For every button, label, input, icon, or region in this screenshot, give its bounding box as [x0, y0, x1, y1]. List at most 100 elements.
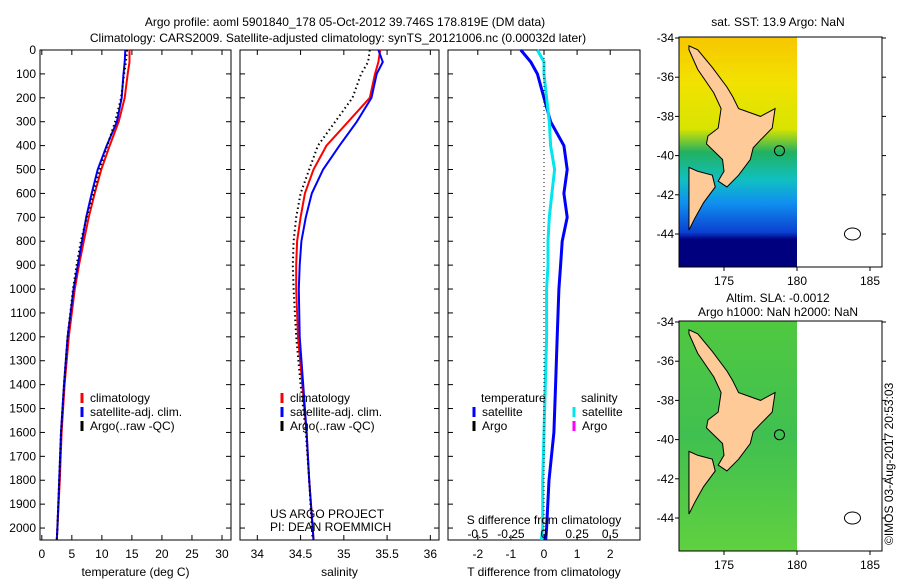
lat-tick-label: -34: [657, 31, 675, 45]
legend-entry: Argo(..raw -QC): [90, 419, 175, 433]
credit-label: ©IMOS 03-Aug-2017 20:53:03: [882, 382, 896, 545]
s-tick-label: -0.25: [497, 527, 525, 541]
lat-tick-label: -42: [657, 472, 675, 486]
series-satellite-adj-clim-: [55, 49, 127, 541]
y-tick-label: 1200: [9, 330, 36, 344]
lon-tick-label: 175: [714, 558, 734, 572]
lat-tick-label: -38: [657, 109, 675, 123]
x-tick-label: 34.5: [289, 547, 313, 561]
title-line2: Climatology: CARS2009. Satellite-adjuste…: [90, 31, 586, 45]
y-tick-label: 400: [16, 139, 36, 153]
lat-tick-label: -40: [657, 149, 675, 163]
map2-title-line1: Altim. SLA: -0.0012: [726, 291, 830, 305]
x-tick-label: 1: [574, 547, 581, 561]
x-axis-label: salinity: [321, 565, 358, 579]
map-0: -34 -36 -38 -40 -42 -44 175 180 185: [657, 31, 886, 288]
x-tick-label: 30: [215, 547, 229, 561]
argo-location-marker: [773, 429, 785, 441]
north-island-land: [688, 329, 776, 472]
y-tick-label: 700: [16, 210, 36, 224]
north-island-land: [688, 45, 776, 188]
x-tick-label: 36: [424, 547, 438, 561]
lon-tick-label: 185: [860, 558, 880, 572]
legend-entry: Argo: [482, 419, 508, 433]
x-tick-label: 2: [607, 547, 614, 561]
legend-entry: satellite: [482, 405, 523, 419]
lat-tick-label: -44: [657, 511, 675, 525]
chatham-islands-outline: [843, 511, 861, 525]
axes-box: [239, 49, 440, 541]
y-tick-label: 300: [16, 115, 36, 129]
panel-temperature: 0100200300400500600700800900100011001200…: [9, 43, 232, 579]
x-tick-label: 0: [541, 547, 548, 561]
y-tick-label: 500: [16, 163, 36, 177]
legend-entry: satellite-adj. clim.: [90, 405, 182, 419]
y-tick-label: 1700: [9, 449, 36, 463]
lon-tick-label: 180: [787, 558, 807, 572]
series-argo-raw-qc-: [55, 49, 129, 541]
y-tick-label: 1500: [9, 402, 36, 416]
y-tick-label: 1000: [9, 282, 36, 296]
y-tick-label: 0: [29, 43, 36, 57]
legend-entry: Argo: [582, 419, 608, 433]
project-label: US ARGO PROJECT: [270, 507, 385, 521]
legend-entry: satellite: [582, 405, 623, 419]
x-tick-label: 34: [251, 547, 265, 561]
y-tick-label: 1400: [9, 378, 36, 392]
s-tick-label: 0: [541, 527, 548, 541]
y-tick-label: 1100: [10, 306, 36, 320]
y-tick-label: 800: [16, 234, 36, 248]
y-tick-label: 100: [16, 67, 36, 81]
lon-tick-label: 175: [714, 274, 734, 288]
chatham-islands-outline: [843, 227, 861, 241]
y-tick-label: 1800: [9, 473, 36, 487]
panel-difference: -2 -1 0 1 2 T difference from climatology temp…: [447, 49, 641, 579]
map-frame: [678, 320, 883, 552]
map-1: -34 -36 -38 -40 -42 -44 175 180 185: [657, 315, 886, 572]
x-tick-label: 25: [185, 547, 199, 561]
x-tick-label: 10: [95, 547, 109, 561]
lat-tick-label: -44: [657, 227, 675, 241]
s-tick-label: -0.5: [467, 527, 488, 541]
s-axis-label: S difference from climatology: [467, 513, 622, 527]
y-tick-label: 900: [16, 258, 36, 272]
legend-title-temperature: temperature: [481, 391, 546, 405]
lon-tick-label: 180: [787, 274, 807, 288]
legend-title-salinity: salinity: [581, 391, 618, 405]
y-tick-label: 1300: [9, 354, 36, 368]
x-tick-label: -1: [506, 547, 517, 561]
y-tick-label: 1600: [9, 425, 36, 439]
panel-salinity: 34 34.5 35 35.5 36 salinity climatologysatelli…: [239, 49, 440, 579]
lat-tick-label: -38: [657, 393, 675, 407]
x-tick-label: 5: [68, 547, 75, 561]
y-tick-label: 200: [16, 91, 36, 105]
legend-entry: climatology: [290, 391, 350, 405]
x-tick-label: 20: [155, 547, 169, 561]
lat-tick-label: -36: [657, 354, 675, 368]
axes-box: [39, 49, 232, 541]
lon-tick-label: 185: [860, 274, 880, 288]
x-tick-label: -2: [472, 547, 483, 561]
series-argo-raw-qc-: [291, 49, 371, 541]
south-island-land: [688, 166, 716, 231]
map-frame: [678, 36, 883, 268]
series-s-satellite-x-scale-: [536, 49, 557, 541]
series-climatology: [55, 50, 131, 541]
lat-tick-label: -36: [657, 70, 675, 84]
lat-tick-label: -34: [657, 315, 675, 329]
pi-label: PI: DEAN ROEMMICH: [270, 520, 391, 534]
legend-entry: climatology: [90, 391, 150, 405]
series-satellite-adj-clim-: [297, 49, 384, 541]
s-tick-label: 0.25: [565, 527, 589, 541]
south-island-land: [688, 450, 716, 515]
argo-location-marker: [773, 145, 785, 157]
title-line1: Argo profile: aoml 5901840_178 05-Oct-20…: [145, 15, 545, 29]
x-axis-label: T difference from climatology: [467, 565, 621, 579]
lat-tick-label: -42: [657, 188, 675, 202]
legend-entry: Argo(..raw -QC): [290, 419, 375, 433]
map2-title-line2: Argo h1000: NaN h2000: NaN: [698, 305, 858, 319]
x-tick-label: 15: [125, 547, 139, 561]
legend-entry: satellite-adj. clim.: [290, 405, 382, 419]
